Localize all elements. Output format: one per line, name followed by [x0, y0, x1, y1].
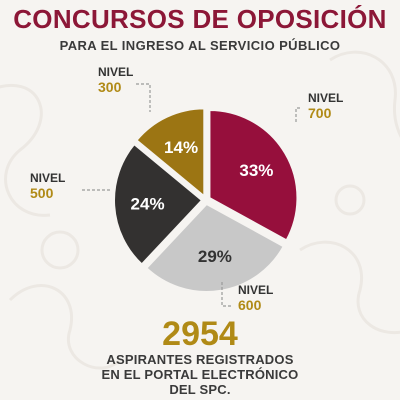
registered-count: 2954	[162, 315, 238, 353]
pie-slice-700	[208, 108, 299, 242]
pie-slice-500	[113, 142, 204, 266]
slice-percent-300: 14%	[164, 138, 198, 157]
level-label-600: NIVEL	[238, 283, 273, 297]
pie-slice-600	[144, 202, 286, 293]
slice-percent-700: 33%	[239, 161, 273, 180]
leader-line-300	[136, 83, 151, 112]
leader-line-600	[221, 282, 232, 307]
slice-percent-500: 24%	[131, 195, 165, 214]
page-title: CONCURSOS DE OPOSICIÓN	[13, 4, 387, 34]
level-label-500: NIVEL	[30, 171, 65, 185]
pie-slice-300	[135, 107, 206, 199]
level-number-600: 600	[238, 297, 262, 313]
footer-line-1: ASPIRANTES REGISTRADOS	[106, 352, 294, 367]
level-number-700: 700	[308, 105, 332, 121]
slice-percent-600: 29%	[198, 247, 232, 266]
footer-line-3: DEL SPC.	[169, 382, 231, 397]
level-label-300: NIVEL	[98, 65, 133, 79]
level-number-500: 500	[30, 185, 54, 201]
page-subtitle: PARA EL INGRESO AL SERVICIO PÚBLICO	[59, 38, 341, 53]
footer-line-2: EN EL PORTAL ELECTRÓNICO	[101, 367, 299, 382]
leader-line-700	[295, 107, 300, 124]
level-label-700: NIVEL	[308, 91, 343, 105]
level-number-300: 300	[98, 79, 122, 95]
